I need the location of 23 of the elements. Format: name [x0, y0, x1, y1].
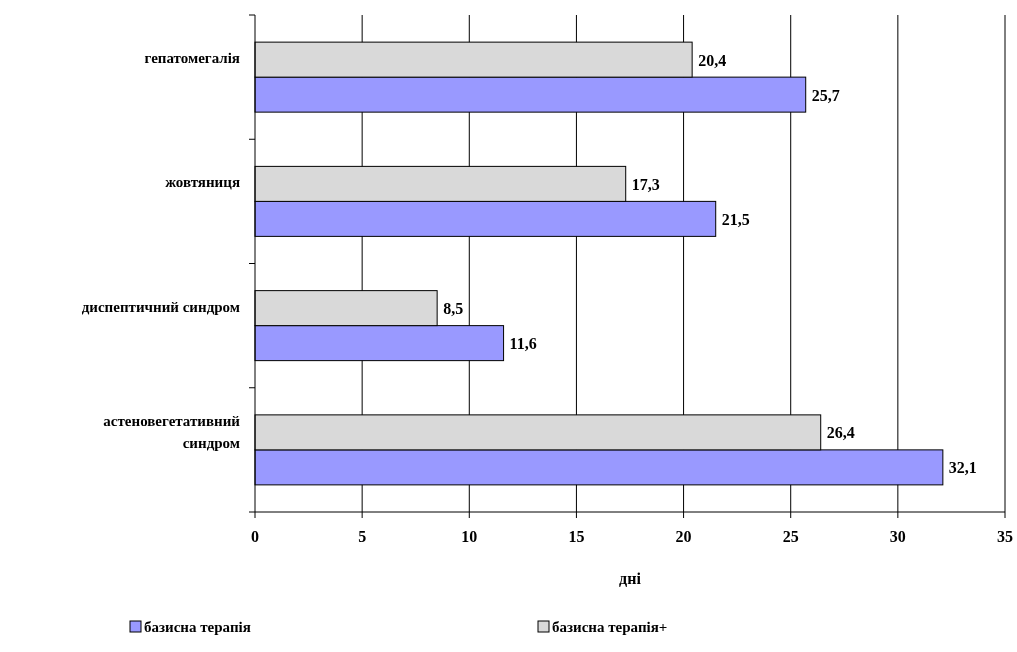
x-tick-label: 35 [997, 528, 1013, 545]
legend-label: базисна терапія+ [552, 619, 668, 635]
x-tick-label: 15 [568, 528, 585, 545]
y-tick-label: жовтяниця [165, 174, 240, 191]
y-tick-label: гепатомегалія [144, 50, 240, 67]
x-tick-label: 20 [675, 528, 692, 545]
data-label: 8,5 [443, 300, 464, 318]
y-tick-label: астеновегетативний синдром [103, 412, 241, 451]
x-axis-title: дні [619, 570, 642, 587]
data-label: 21,5 [721, 210, 750, 228]
data-label: 26,4 [826, 424, 855, 442]
x-tick-label: 30 [889, 528, 906, 545]
data-label: 20,4 [698, 51, 727, 69]
legend-label: базисна терапія [144, 619, 251, 635]
y-tick-label: диспептичний синдром [81, 298, 240, 315]
data-label: 25,7 [811, 86, 840, 104]
data-label: 17,3 [631, 175, 660, 193]
x-tick-label: 0 [251, 528, 259, 545]
x-tick-label: 10 [461, 528, 478, 545]
data-label: 32,1 [948, 459, 977, 477]
x-tick-label: 25 [782, 528, 799, 545]
x-tick-label: 5 [358, 528, 367, 545]
data-label: 11,6 [509, 335, 537, 353]
